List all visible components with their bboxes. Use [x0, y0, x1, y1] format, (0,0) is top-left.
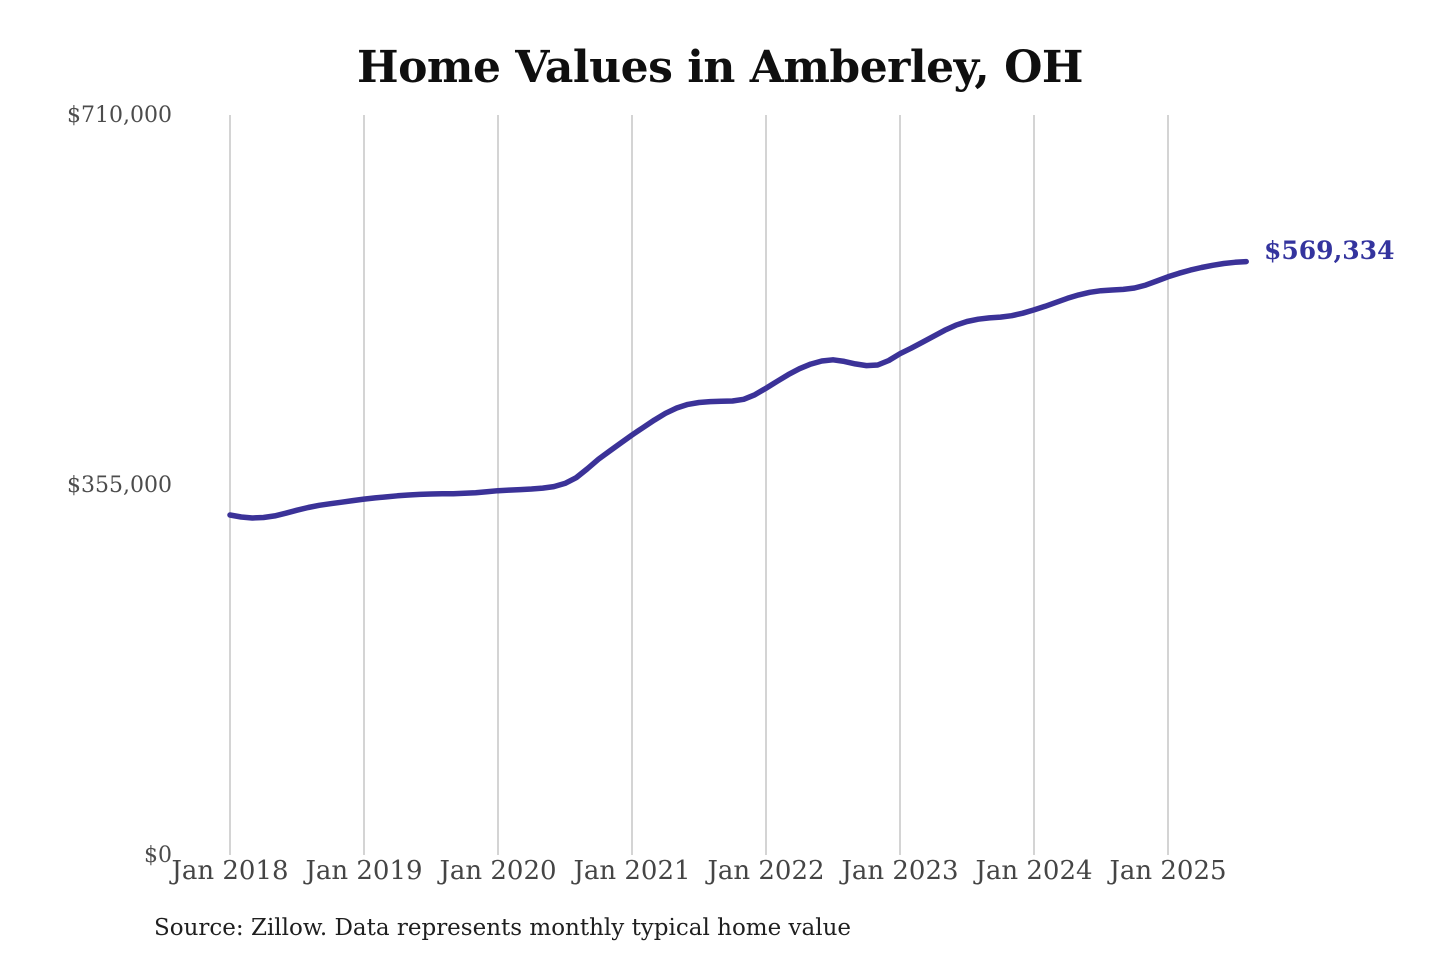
chart-title: Home Values in Amberley, OH	[357, 42, 1083, 93]
x-axis-tick-label: Jan 2023	[841, 856, 959, 886]
home-value-series-line	[227, 258, 1249, 521]
y-axis-tick-label-710000: $710,000	[67, 103, 172, 128]
source-note: Source: Zillow. Data represents monthly …	[154, 915, 852, 941]
x-axis-tick-label: Jan 2019	[305, 856, 423, 886]
vertical-gridlines	[229, 115, 1169, 855]
y-axis-tick-label-0: $0	[144, 843, 172, 868]
y-axis-tick-label-355000: $355,000	[67, 473, 172, 498]
x-axis-tick-label: Jan 2024	[975, 856, 1093, 886]
x-axis-tick-label: Jan 2022	[707, 856, 825, 886]
x-axis-tick-label: Jan 2018	[171, 856, 289, 886]
latest-value-label: $569,334	[1264, 236, 1395, 265]
x-axis-tick-label: Jan 2021	[573, 856, 691, 886]
x-axis-tick-label: Jan 2025	[1109, 856, 1227, 886]
x-axis-tick-label: Jan 2020	[439, 856, 557, 886]
